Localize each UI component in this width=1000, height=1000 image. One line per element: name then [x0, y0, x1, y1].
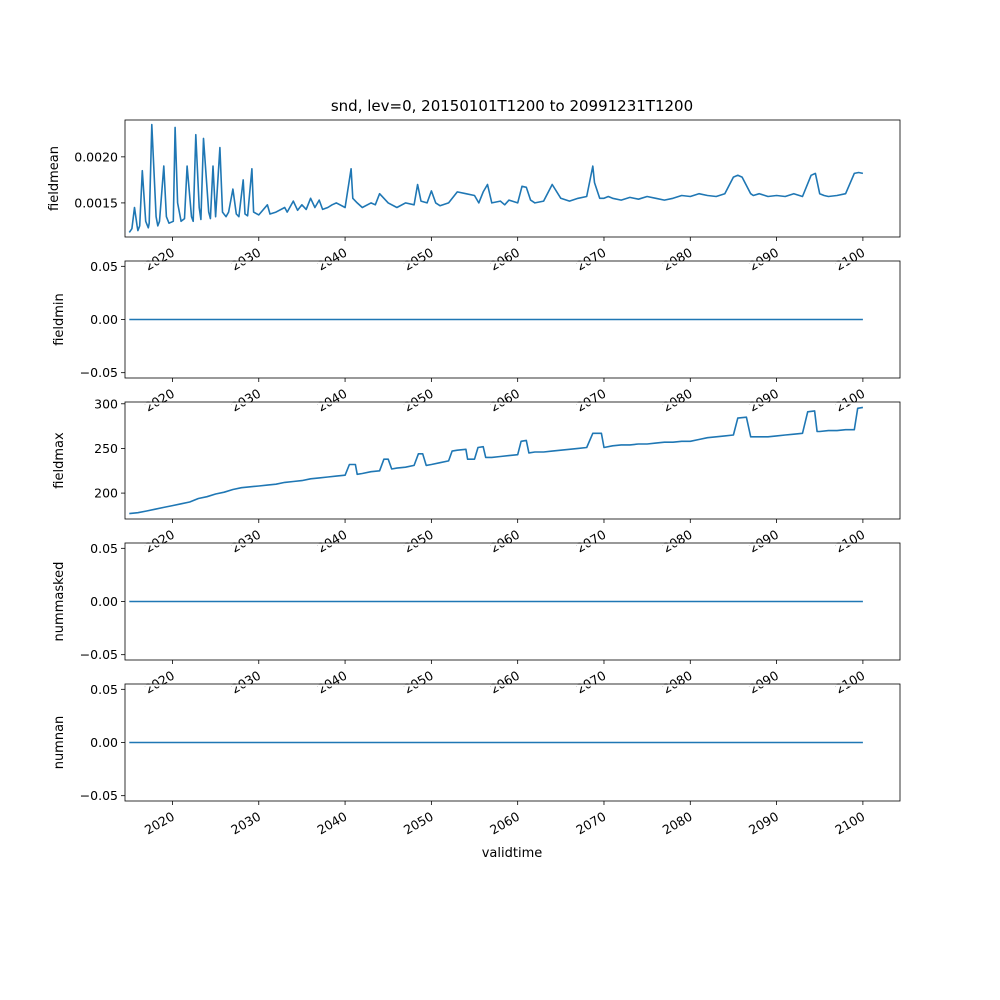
nummasked-xtick-label: 2030	[228, 668, 263, 697]
numnan-xtick-label: 2060	[487, 809, 522, 838]
nummasked-ytick-label: −0.05	[80, 647, 118, 662]
fieldmax-xtick-label: 2050	[401, 527, 436, 556]
fieldmean-xtick-label: 2100	[832, 245, 867, 274]
nummasked-xtick-label: 2040	[315, 668, 350, 697]
fieldmean-ytick-label: 0.0020	[74, 149, 118, 164]
fieldmax-series-line	[129, 406, 864, 515]
fieldmax-xtick-label: 2080	[660, 527, 695, 556]
numnan-xtick-label: 2040	[315, 809, 350, 838]
numnan-xtick-label: 2030	[228, 809, 263, 838]
fieldmax-xtick-label: 2100	[832, 527, 867, 556]
fieldmax-xtick-label: 2090	[746, 527, 781, 556]
subplots: 0.0015 0.0020 2020 2030 2040 2050 2060 2070 2080…	[47, 119, 901, 838]
numnan-y-axis-label: numnan	[52, 716, 67, 770]
nummasked-y-axis-label: nummasked	[52, 562, 67, 642]
fieldmean-axes-frame	[124, 119, 901, 238]
fieldmax-axes-frame	[124, 401, 901, 520]
fieldmin-xtick-label: 2080	[660, 386, 695, 415]
fieldmean-xtick-label: 2060	[487, 245, 522, 274]
fieldmax-ytick-label: 250	[94, 441, 118, 456]
chart-title: snd, lev=0, 20150101T1200 to 20991231T12…	[331, 97, 693, 115]
panel-top-edge-cover	[125, 402, 900, 405]
subplot-fieldmean: 0.0015 0.0020 2020 2030 2040 2050 2060 2070 2080…	[47, 119, 901, 274]
fieldmin-ytick-label: 0.05	[90, 259, 118, 274]
subplot-nummasked: −0.05 0.00 0.05 2020 2030 2040 2050 2060 2070 208…	[52, 541, 901, 697]
nummasked-xtick-label: 2090	[746, 668, 781, 697]
fieldmean-xtick-label: 2080	[660, 245, 695, 274]
fieldmin-ytick-label: 0.00	[90, 312, 118, 327]
fieldmin-ytick-label: −0.05	[80, 365, 118, 380]
fieldmin-xtick-label: 2040	[315, 386, 350, 415]
fieldmin-y-axis-label: fieldmin	[52, 293, 67, 346]
fieldmin-xtick-label: 2020	[142, 386, 177, 415]
nummasked-ytick-label: 0.00	[90, 594, 118, 609]
fieldmean-xtick-label: 2090	[746, 245, 781, 274]
fieldmax-xtick-label: 2060	[487, 527, 522, 556]
numnan-xtick-label: 2090	[746, 809, 781, 838]
numnan-xtick-label: 2080	[660, 809, 695, 838]
numnan-xtick-label: 2100	[832, 809, 867, 838]
fieldmean-xtick-label: 2040	[315, 245, 350, 274]
panel-top-edge-cover	[125, 543, 900, 546]
numnan-xtick-label: 2050	[401, 809, 436, 838]
fieldmax-ytick-label: 200	[94, 486, 118, 501]
fieldmin-axes-frame	[124, 260, 901, 379]
nummasked-xtick-label: 2080	[660, 668, 695, 697]
x-axis-label: validtime	[482, 846, 543, 861]
numnan-ytick-label: 0.05	[90, 682, 118, 697]
numnan-xtick-label: 2020	[142, 809, 177, 838]
nummasked-xtick-label: 2050	[401, 668, 436, 697]
fieldmean-xtick-label: 2050	[401, 245, 436, 274]
fieldmean-series-line	[128, 123, 864, 233]
fieldmax-xtick-label: 2030	[228, 527, 263, 556]
fieldmin-xtick-label: 2060	[487, 386, 522, 415]
fieldmean-ytick-label: 0.0015	[74, 195, 118, 210]
fieldmin-xtick-label: 2070	[573, 386, 608, 415]
fieldmax-y-axis-label: fieldmax	[52, 432, 67, 489]
nummasked-xtick-label: 2070	[573, 668, 608, 697]
nummasked-xtick-label: 2020	[142, 668, 177, 697]
fieldmax-ytick-label: 300	[94, 396, 118, 411]
fieldmin-xtick-label: 2090	[746, 386, 781, 415]
subplot-fieldmin: −0.05 0.00 0.05 2020 2030 2040 2050 2060 2070 208…	[52, 259, 901, 415]
panel-top-edge-cover	[125, 261, 900, 264]
fieldmean-xtick-label: 2070	[573, 245, 608, 274]
fieldmax-xtick-label: 2040	[315, 527, 350, 556]
panel-top-edge-cover	[125, 684, 900, 687]
fieldmean-y-axis-label: fieldmean	[47, 146, 62, 211]
numnan-xtick-label: 2070	[573, 809, 608, 838]
numnan-axes-frame	[124, 683, 901, 802]
fieldmax-xtick-label: 2070	[573, 527, 608, 556]
nummasked-ytick-label: 0.05	[90, 541, 118, 556]
numnan-ytick-label: −0.05	[80, 788, 118, 803]
fieldmin-xtick-label: 2100	[832, 386, 867, 415]
numnan-ytick-label: 0.00	[90, 735, 118, 750]
fieldmax-xtick-label: 2020	[142, 527, 177, 556]
nummasked-xtick-label: 2060	[487, 668, 522, 697]
fieldmin-xtick-label: 2050	[401, 386, 436, 415]
fieldmean-xtick-label: 2020	[142, 245, 177, 274]
fieldmin-xtick-label: 2030	[228, 386, 263, 415]
nummasked-axes-frame	[124, 542, 901, 661]
fieldmean-xtick-label: 2030	[228, 245, 263, 274]
subplot-fieldmax: 200 250 300 2020 2030 2040 2050 2060 2070 2080 209…	[52, 396, 901, 556]
nummasked-xtick-label: 2100	[832, 668, 867, 697]
subplot-numnan: −0.05 0.00 0.05 2020 2030 2040 2050 2060 2070 208…	[52, 682, 901, 838]
